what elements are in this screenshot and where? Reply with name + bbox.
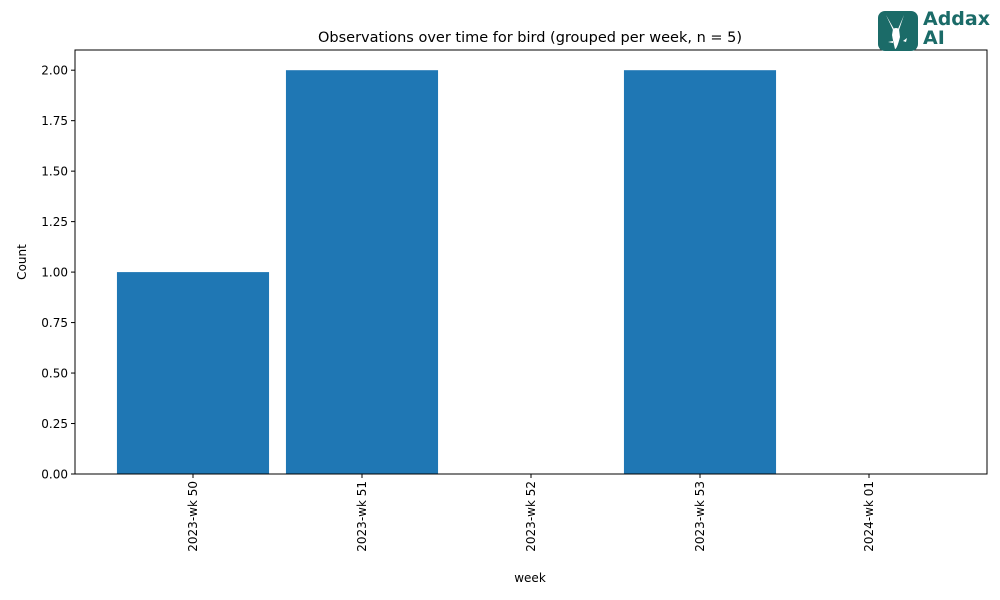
- x-tick-label-2: 2023-wk 52: [524, 481, 538, 552]
- x-tick-label-1: 2023-wk 51: [355, 481, 369, 552]
- logo-text: Addax AI: [923, 10, 990, 48]
- y-tick-label-4: 1.00: [41, 266, 68, 280]
- y-axis-label: Count: [15, 244, 29, 280]
- x-tick-label-3: 2023-wk 53: [693, 481, 707, 552]
- y-tick-label-2: 0.50: [41, 367, 68, 381]
- bar-0: [116, 272, 270, 474]
- bar-1: [285, 70, 439, 474]
- addax-logo: Addax AI: [878, 10, 993, 52]
- y-tick-label-7: 1.75: [41, 114, 68, 128]
- y-tick-label-5: 1.25: [41, 215, 68, 229]
- y-tick-label-8: 2.00: [41, 64, 68, 78]
- y-tick-label-3: 0.75: [41, 316, 68, 330]
- y-tick-label-1: 0.25: [41, 417, 68, 431]
- x-tick-label-0: 2023-wk 50: [186, 481, 200, 552]
- bar-3: [623, 70, 777, 474]
- y-axis: 0.00 0.25 0.50 0.75 1.00 1.25 1.50 1.75 2.00: [41, 64, 75, 482]
- logo-line-2: AI: [923, 27, 945, 49]
- addax-antelope-icon: [878, 11, 918, 51]
- y-tick-label-6: 1.50: [41, 165, 68, 179]
- y-tick-label-0: 0.00: [41, 468, 68, 482]
- x-tick-label-4: 2024-wk 01: [862, 481, 876, 552]
- x-axis-label: week: [514, 571, 546, 585]
- chart-title: Observations over time for bird (grouped…: [318, 30, 742, 46]
- logo-line-1: Addax: [923, 8, 990, 30]
- bars-group: [116, 70, 777, 474]
- x-axis: 2023-wk 50 2023-wk 51 2023-wk 52 2023-wk 53…: [186, 474, 876, 552]
